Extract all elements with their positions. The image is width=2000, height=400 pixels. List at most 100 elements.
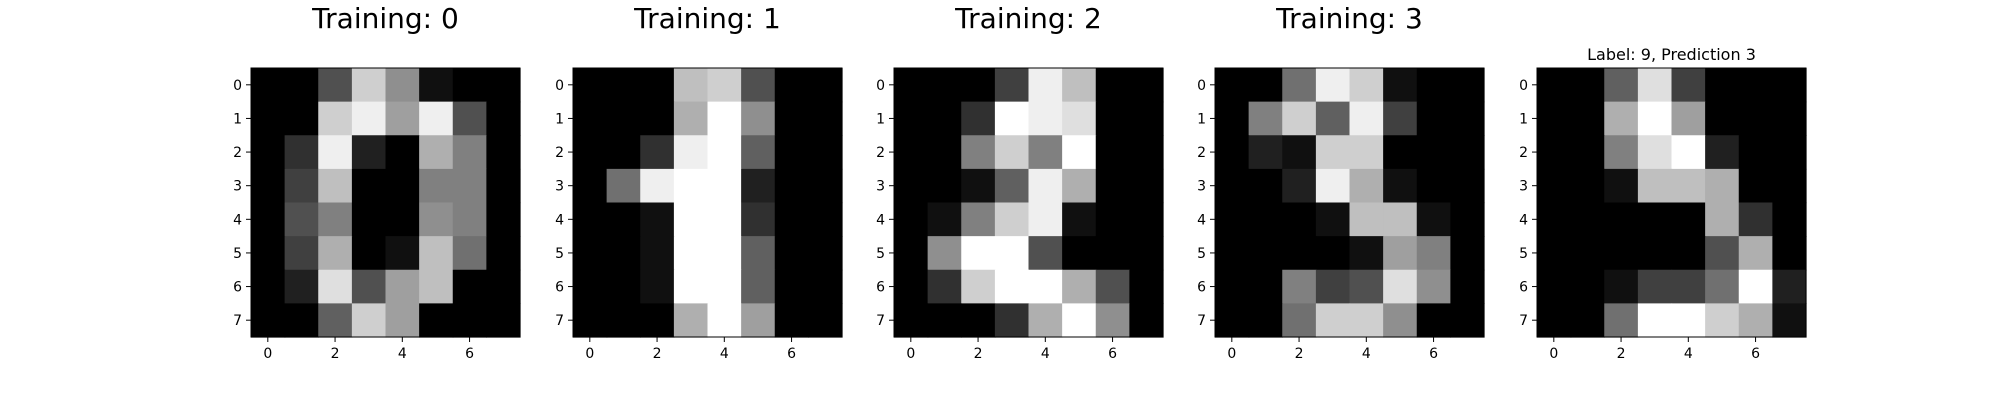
pixel-cell — [1604, 135, 1639, 170]
pixel-cell — [606, 269, 641, 304]
axes-frame — [893, 67, 1164, 338]
pixel-cell — [284, 168, 319, 204]
pixel-cell — [1450, 135, 1485, 170]
pixel-cell — [1416, 202, 1451, 237]
pixel-cell — [1028, 236, 1063, 271]
pixel-cell — [1738, 303, 1773, 338]
pixel-cell — [961, 303, 996, 338]
pixel-cell — [452, 269, 487, 304]
pixel-cell — [927, 168, 962, 204]
pixel-cell — [1349, 68, 1384, 103]
pixel-cell — [1772, 236, 1807, 271]
pixel-cell — [1570, 303, 1605, 338]
pixel-cell — [1537, 303, 1572, 338]
y-tick-label: 5 — [1197, 246, 1206, 262]
pixel-cell — [1215, 303, 1250, 338]
pixel-cell — [673, 269, 709, 304]
pixel-cell — [961, 236, 996, 271]
pixel-cell — [1570, 236, 1605, 271]
x-tick-label: 2 — [1295, 346, 1304, 362]
y-tick-label: 7 — [1519, 313, 1528, 329]
pixel-cell — [1282, 68, 1317, 103]
pixel-cell — [486, 135, 521, 170]
pixel-cell — [1637, 168, 1673, 204]
pixel-cell — [774, 202, 809, 237]
pixel-cell — [1705, 101, 1740, 136]
pixel-cell — [1570, 202, 1605, 237]
pixel-cell — [808, 168, 843, 204]
pixel-cell — [774, 68, 809, 103]
pixel-cell — [1095, 202, 1130, 237]
y-tick-label: 7 — [233, 313, 242, 329]
pixel-cell — [351, 303, 387, 338]
pixel-cell — [1705, 68, 1740, 103]
pixel-cell — [894, 168, 929, 204]
y-tick-label: 3 — [876, 179, 885, 195]
y-tick-label: 3 — [1197, 179, 1206, 195]
pixel-cell — [573, 101, 608, 136]
pixel-cell — [1671, 202, 1706, 237]
pixel-cell — [1282, 269, 1317, 304]
pixel-cell — [1537, 68, 1572, 103]
pixel-cell — [573, 168, 608, 204]
pixel-cell — [318, 303, 353, 338]
pixel-cell — [486, 202, 521, 237]
pixel-cell — [1772, 68, 1807, 103]
pixel-cell — [606, 236, 641, 271]
pixel-cell — [640, 135, 675, 170]
pixel-cell — [606, 68, 641, 103]
panel-title: Training: 2 — [954, 2, 1102, 35]
pixel-cell — [1129, 269, 1164, 304]
y-tick-label: 4 — [876, 212, 885, 228]
pixel-cell — [419, 168, 454, 204]
pixel-cell — [606, 202, 641, 237]
pixel-cell — [452, 101, 487, 136]
pixel-cell — [1129, 135, 1164, 170]
pixel-cell — [1095, 135, 1130, 170]
pixel-cell — [1416, 236, 1451, 271]
pixel-cell — [1028, 168, 1063, 204]
y-tick-label: 7 — [1197, 313, 1206, 329]
pixel-cell — [1450, 236, 1485, 271]
pixel-cell — [1282, 168, 1317, 204]
pixel-cell — [741, 168, 776, 204]
pixel-cell — [1537, 135, 1572, 170]
pixel-cell — [1604, 68, 1639, 103]
pixel-cell — [707, 68, 742, 103]
pixel-cell — [1062, 236, 1097, 271]
x-tick-label: 4 — [1362, 346, 1371, 362]
pixel-cell — [452, 135, 487, 170]
pixel-cell — [573, 202, 608, 237]
pixel-cell — [284, 303, 319, 338]
pixel-cell — [1062, 303, 1097, 338]
digit-panel-0: Training: 0 0 1 2 3 4 5 6 7 0 2 4 6 — [233, 2, 521, 362]
pixel-cell — [741, 68, 776, 103]
pixel-cell — [1349, 202, 1384, 237]
pixel-cell — [606, 303, 641, 338]
x-tick-label: 2 — [653, 346, 662, 362]
pixel-cell — [1315, 269, 1351, 304]
digit-panel-1: Training: 1 0 1 2 3 4 5 6 7 0 2 4 6 — [555, 2, 843, 362]
pixel-cell — [1028, 101, 1063, 136]
y-tick-label: 1 — [233, 111, 242, 127]
pixel-cell — [894, 135, 929, 170]
pixel-cell — [1282, 303, 1317, 338]
pixel-cell — [1383, 303, 1418, 338]
pixel-cell — [640, 303, 675, 338]
pixel-cell — [1604, 303, 1639, 338]
pixel-cell — [486, 236, 521, 271]
pixel-cell — [1062, 269, 1097, 304]
pixel-cell — [994, 202, 1030, 237]
y-tick-label: 0 — [1519, 78, 1528, 94]
pixel-cell — [1383, 101, 1418, 136]
pixel-cell — [1383, 168, 1418, 204]
pixel-cell — [1537, 269, 1572, 304]
pixel-cell — [1282, 236, 1317, 271]
y-tick-label: 1 — [1197, 111, 1206, 127]
pixel-cell — [1738, 236, 1773, 271]
pixel-cell — [1248, 68, 1283, 103]
pixel-cell — [1772, 269, 1807, 304]
pixel-cell — [486, 68, 521, 103]
pixel-cell — [961, 269, 996, 304]
